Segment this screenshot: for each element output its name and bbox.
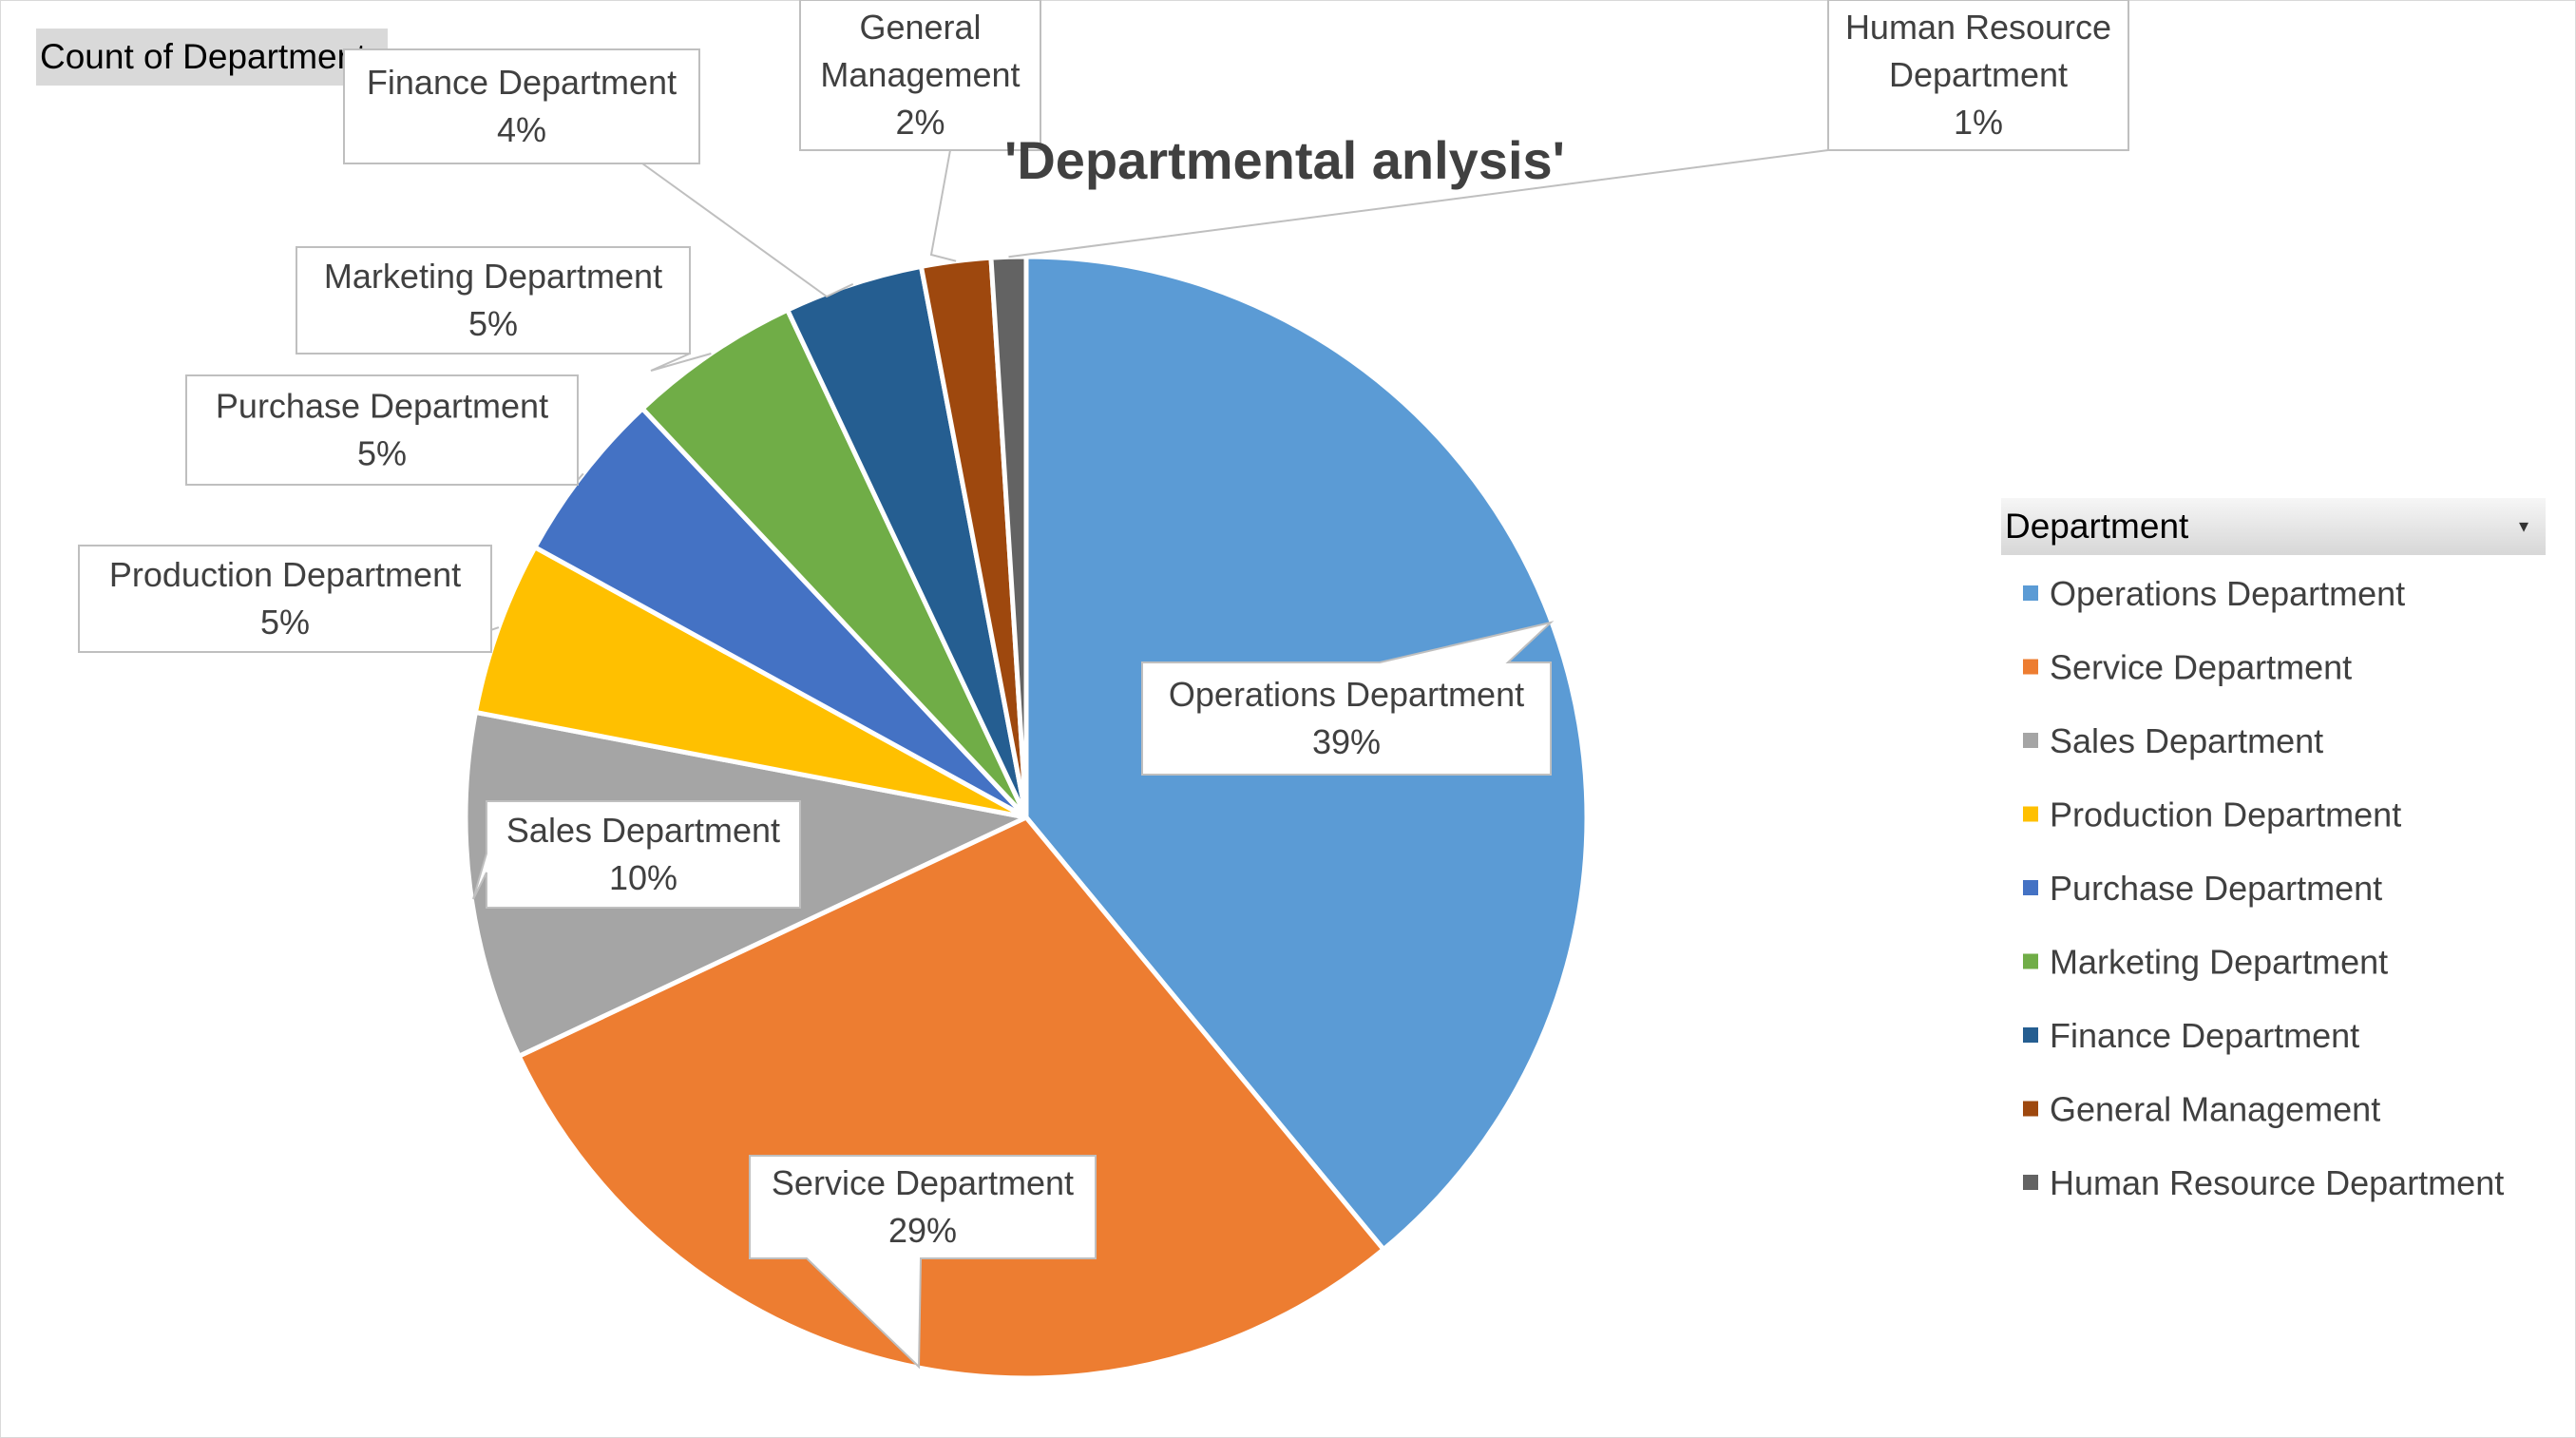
legend-item-finance-department[interactable]: Finance Department (2023, 1016, 2359, 1055)
legend-swatch (2023, 1027, 2038, 1043)
data-label-name: Production Department (109, 555, 461, 594)
legend-label: General Management (2050, 1090, 2380, 1129)
legend-item-production-department[interactable]: Production Department (2023, 796, 2401, 834)
data-label-name: Purchase Department (216, 387, 548, 426)
legend-swatch (2023, 880, 2038, 895)
data-label-name: Department (1889, 55, 2068, 94)
data-label-name: Management (820, 55, 1020, 94)
chart-title: 'Departmental anlysis' (1004, 130, 1565, 190)
data-label-percent: 5% (260, 603, 310, 642)
legend-label: Production Department (2050, 796, 2401, 834)
data-label-name: Operations Department (1169, 675, 1524, 714)
legend-swatch (2023, 953, 2038, 969)
leader-line-general-management (929, 149, 957, 262)
legend-field-button[interactable]: Department ▾ (2001, 498, 2546, 555)
data-label-name: Sales Department (506, 811, 780, 850)
legend-label: Finance Department (2050, 1016, 2359, 1055)
legend-label: Service Department (2050, 648, 2352, 687)
data-label-purchase-department: Purchase Department 5% (185, 374, 579, 486)
legend-label: Operations Department (2050, 574, 2405, 613)
data-label-percent: 5% (468, 304, 518, 343)
data-label-finance-department: Finance Department 4% (343, 48, 700, 164)
data-label-percent: 29% (888, 1211, 957, 1250)
data-label-percent: 39% (1312, 722, 1381, 761)
legend-item-general-management[interactable]: General Management (2023, 1090, 2380, 1129)
data-label-percent: 10% (609, 858, 677, 897)
data-label-percent: 5% (357, 434, 407, 473)
legend-item-operations-department[interactable]: Operations Department (2023, 574, 2405, 613)
data-label-operations-department: Operations Department 39% (1141, 621, 1555, 776)
legend-item-sales-department[interactable]: Sales Department (2023, 721, 2323, 760)
data-label-name: Marketing Department (324, 257, 662, 296)
data-label-service-department: Service Department 29% (749, 1155, 1097, 1370)
data-label-marketing-department: Marketing Department 5% (296, 246, 691, 355)
legend-item-human-resource-department[interactable]: Human Resource Department (2023, 1163, 2504, 1202)
legend-swatch (2023, 585, 2038, 601)
legend-swatch (2023, 806, 2038, 822)
data-label-percent: 4% (497, 110, 546, 149)
legend-item-purchase-department[interactable]: Purchase Department (2023, 869, 2382, 908)
value-field-button[interactable]: Count of Department (36, 29, 388, 86)
data-label-human-resource-department: Human Resource Department 1% (1827, 0, 2129, 151)
legend-item-service-department[interactable]: Service Department (2023, 648, 2352, 687)
data-label-name: General (859, 8, 981, 47)
legend-item-marketing-department[interactable]: Marketing Department (2023, 943, 2388, 982)
legend: Operations Department Service Department S… (2023, 574, 2504, 1202)
pie-slice-purchase-department[interactable] (532, 406, 1029, 820)
legend-field-label: Department (2005, 507, 2189, 546)
leader-line-finance-department (641, 163, 854, 298)
data-label-sales-department: Sales Department 10% (472, 800, 801, 909)
data-label-name: Service Department (772, 1163, 1074, 1202)
data-label-name: Human Resource (1845, 8, 2111, 47)
pie-slice-service-department[interactable] (516, 815, 1386, 1381)
chevron-down-icon[interactable]: ▾ (2518, 516, 2528, 537)
legend-label: Marketing Department (2050, 943, 2388, 982)
data-label-percent: 1% (1954, 103, 2003, 142)
data-label-production-department: Production Department 5% (78, 545, 492, 653)
data-label-general-management: General Management 2% (799, 0, 1041, 151)
legend-swatch (2023, 1101, 2038, 1117)
data-label-percent: 2% (895, 103, 945, 142)
legend-label: Purchase Department (2050, 869, 2382, 908)
leader-line-marketing-department (650, 353, 712, 372)
data-labels: Operations Department 39% Service Departme… (78, 0, 2129, 1370)
legend-label: Sales Department (2050, 721, 2323, 760)
pie-slice-human-resource-department[interactable] (988, 254, 1029, 820)
data-label-name: Finance Department (367, 63, 677, 102)
legend-swatch (2023, 733, 2038, 748)
legend-label: Human Resource Department (2050, 1163, 2504, 1202)
legend-swatch (2023, 659, 2038, 675)
legend-swatch (2023, 1175, 2038, 1190)
